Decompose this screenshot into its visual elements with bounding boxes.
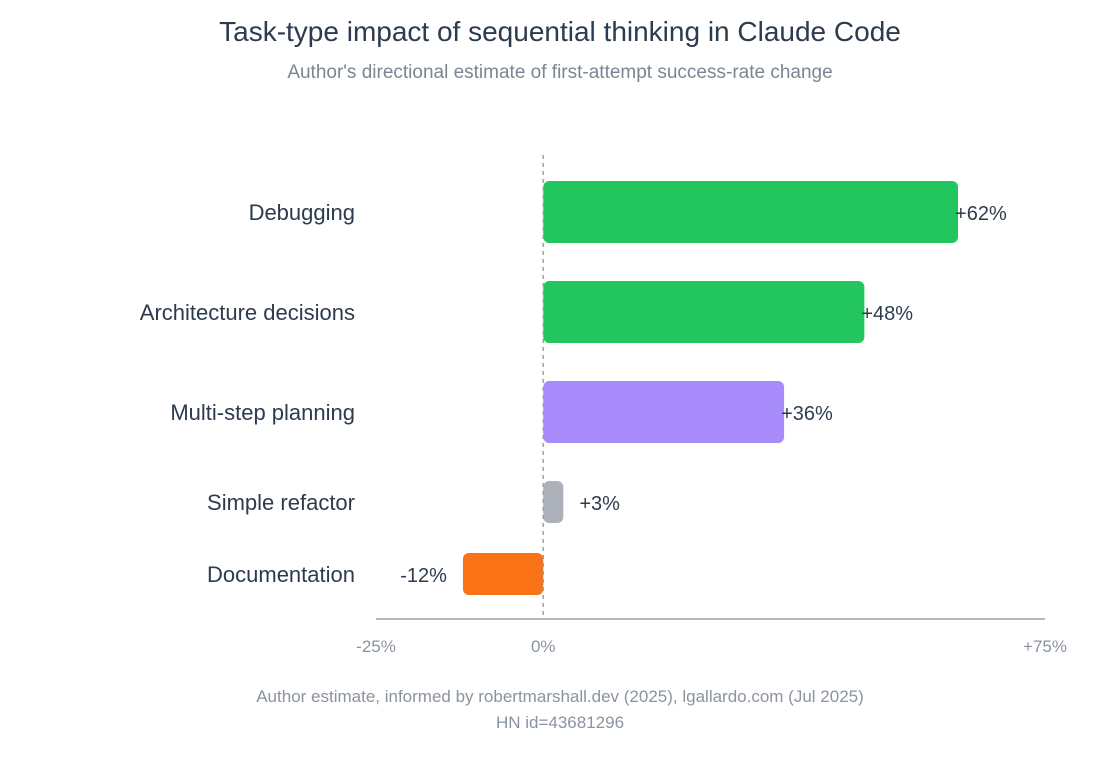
bar — [462, 553, 544, 595]
bar — [543, 381, 785, 443]
category-label: Architecture decisions — [140, 300, 355, 325]
bar — [543, 281, 865, 343]
source-note: Author estimate, informed by robertmarsh… — [256, 687, 864, 706]
category-label: Simple refactor — [207, 490, 355, 515]
value-label: +48% — [861, 303, 913, 325]
chart-footer: Author estimate, informed by robertmarsh… — [0, 684, 1120, 736]
chart-title: Task-type impact of sequential thinking … — [219, 16, 901, 47]
value-label: -12% — [400, 565, 447, 587]
bar-chart: -25% 0% +75% Debugging +62% Architecture deci… — [140, 155, 1067, 656]
chart-subtitle: Author's directional estimate of first-a… — [287, 62, 833, 83]
bar — [543, 181, 959, 243]
x-tick-label: +75% — [1023, 637, 1067, 656]
bar — [543, 481, 564, 523]
value-label: +62% — [955, 203, 1007, 225]
value-label: +36% — [781, 403, 833, 425]
category-label: Multi-step planning — [170, 400, 355, 425]
id-note: HN id=43681296 — [495, 713, 625, 732]
category-label: Debugging — [249, 200, 355, 225]
x-tick-label: 0% — [531, 637, 556, 656]
x-tick-label: -25% — [356, 637, 396, 656]
value-label: +3% — [579, 493, 620, 515]
category-label: Documentation — [207, 562, 355, 587]
